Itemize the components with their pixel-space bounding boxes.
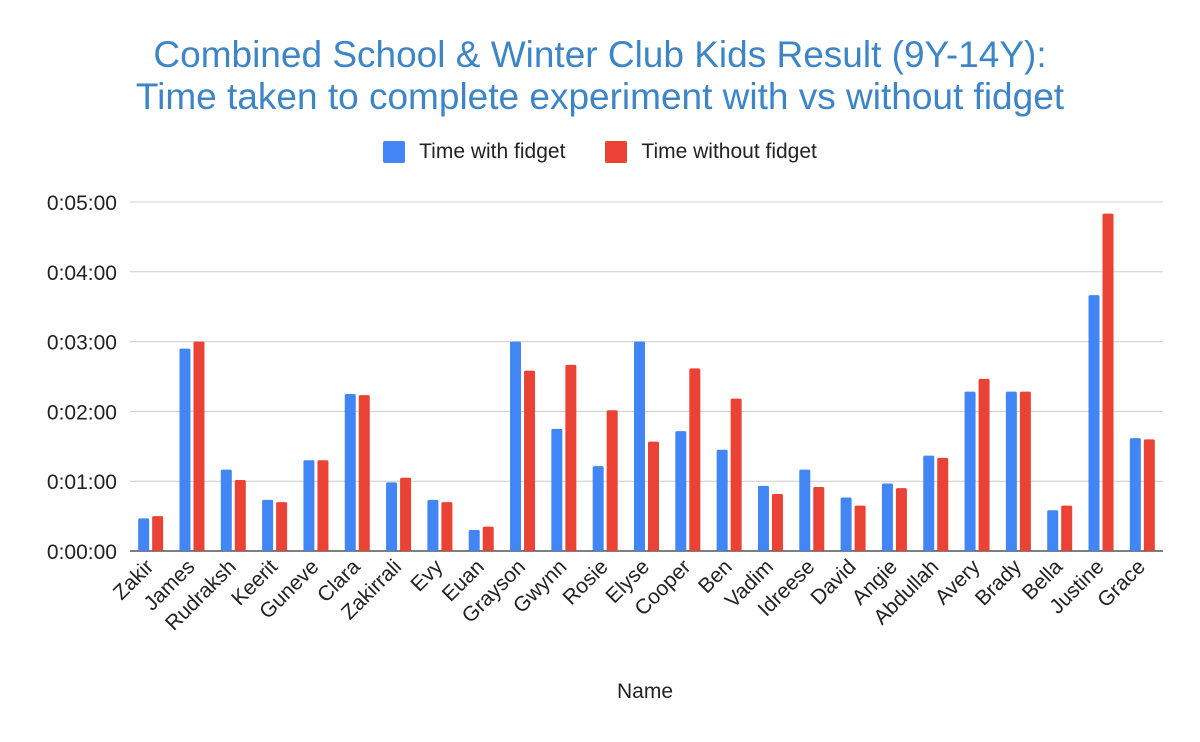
y-tick-label: 0:03:00 xyxy=(47,332,117,355)
bar-without-fidget xyxy=(895,488,907,551)
y-tick-label: 0:01:00 xyxy=(47,471,117,494)
bar-without-fidget xyxy=(813,487,825,551)
bar-with-fidget xyxy=(675,431,687,551)
bar-without-fidget xyxy=(152,516,164,551)
legend-label-without-fidget: Time without fidget xyxy=(641,140,817,163)
bar-with-fidget xyxy=(303,460,315,551)
bar-with-fidget xyxy=(716,449,728,551)
bar-with-fidget xyxy=(551,428,563,551)
legend-swatch-without-fidget xyxy=(605,141,628,163)
x-tick-label: Brady xyxy=(971,555,1026,610)
bar-without-fidget xyxy=(689,368,701,551)
x-axis-title: Name xyxy=(616,680,674,703)
bar-without-fidget xyxy=(854,505,866,551)
x-tick-label: Grace xyxy=(1093,555,1150,612)
bar-without-fidget xyxy=(978,378,990,551)
bar-without-fidget xyxy=(234,480,246,551)
bar-with-fidget xyxy=(468,530,480,551)
legend-item-with-fidget[interactable]: Time with fidget xyxy=(383,140,565,164)
legend: Time with fidget Time without fidget xyxy=(0,140,1200,164)
bar-without-fidget xyxy=(1102,213,1114,551)
bar-with-fidget xyxy=(510,341,522,551)
bar-without-fidget xyxy=(1019,391,1031,551)
y-tick-label: 0:05:00 xyxy=(47,192,117,215)
bar-with-fidget xyxy=(138,518,150,551)
bar-without-fidget xyxy=(606,410,618,551)
bar-without-fidget xyxy=(193,341,205,551)
chart-title-line-2: Time taken to complete experiment with v… xyxy=(135,76,1065,117)
bar-with-fidget xyxy=(386,482,398,551)
bar-with-fidget xyxy=(1005,391,1017,551)
bar-without-fidget xyxy=(648,441,659,551)
bar-with-fidget xyxy=(799,469,811,551)
legend-item-without-fidget[interactable]: Time without fidget xyxy=(605,140,817,164)
bar-without-fidget xyxy=(441,502,453,551)
x-tick-label: Rosie xyxy=(558,555,612,609)
bar-with-fidget xyxy=(1047,510,1059,551)
bar-without-fidget xyxy=(1061,505,1073,551)
bar-without-fidget xyxy=(1143,439,1155,551)
bar-without-fidget xyxy=(317,460,329,551)
bar-with-fidget xyxy=(344,393,356,551)
bar-without-fidget xyxy=(730,398,742,551)
y-tick-label: 0:04:00 xyxy=(47,262,117,285)
bar-with-fidget xyxy=(757,485,769,551)
bar-without-fidget xyxy=(524,370,536,551)
chart-title-line-1: Combined School & Winter Club Kids Resul… xyxy=(153,34,1047,75)
bar-with-fidget xyxy=(179,348,191,551)
bar-with-fidget xyxy=(923,455,935,551)
bar-with-fidget xyxy=(592,466,604,551)
bar-without-fidget xyxy=(276,502,288,551)
bar-with-fidget xyxy=(840,497,852,551)
legend-label-with-fidget: Time with fidget xyxy=(419,140,566,163)
bar-with-fidget xyxy=(1088,295,1100,551)
legend-swatch-with-fidget xyxy=(383,141,406,163)
y-tick-label: 0:02:00 xyxy=(47,401,117,424)
y-tick-label: 0:00:00 xyxy=(47,541,117,564)
chart-title: Combined School & Winter Club Kids Resul… xyxy=(0,34,1200,118)
bar-with-fidget xyxy=(964,391,976,551)
bar-without-fidget xyxy=(482,526,494,551)
bar-without-fidget xyxy=(400,477,412,551)
bar-with-fidget xyxy=(634,341,645,551)
bar-with-fidget xyxy=(1129,438,1141,551)
bar-without-fidget xyxy=(565,364,577,551)
bar-with-fidget xyxy=(262,499,274,551)
bar-without-fidget xyxy=(771,493,783,551)
bar-with-fidget xyxy=(881,483,893,551)
bar-without-fidget xyxy=(358,395,370,551)
bar-without-fidget xyxy=(937,457,949,551)
bar-with-fidget xyxy=(427,499,439,551)
bar-with-fidget xyxy=(220,469,232,551)
x-tick-label: David xyxy=(806,555,860,609)
